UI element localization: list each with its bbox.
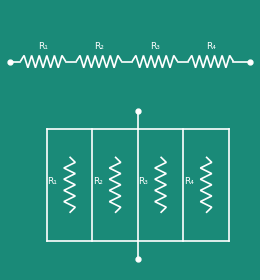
Text: R₂: R₂ (94, 42, 104, 51)
Text: R₂: R₂ (93, 178, 103, 186)
Text: R₃: R₃ (150, 42, 160, 51)
Text: R₄: R₄ (184, 178, 194, 186)
Text: R₁: R₁ (38, 42, 48, 51)
Text: R₃: R₃ (138, 178, 148, 186)
Text: R₁: R₁ (47, 178, 57, 186)
Text: R₄: R₄ (206, 42, 216, 51)
